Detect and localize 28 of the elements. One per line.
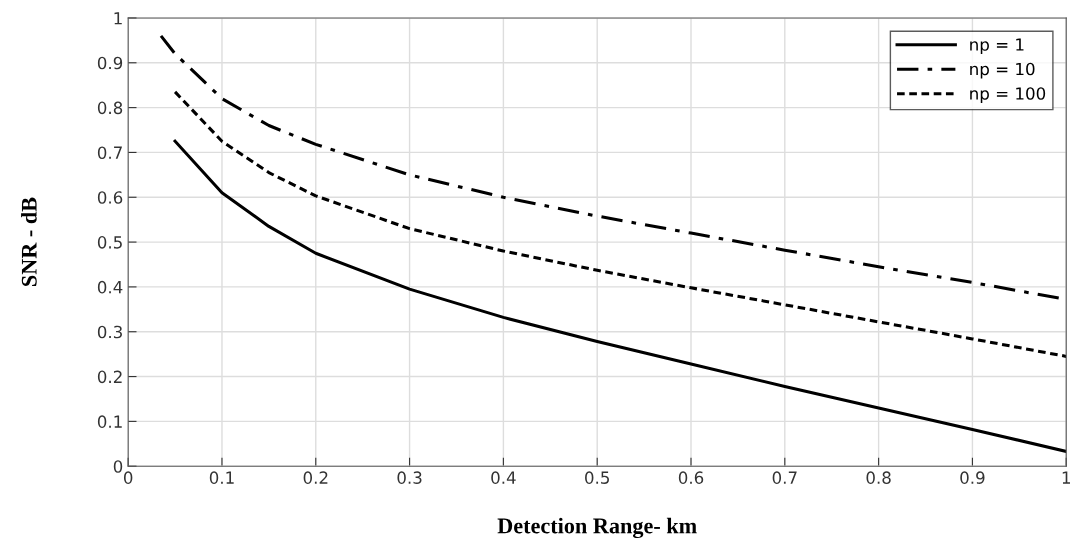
x-tick-label: 0.9 [960,471,985,484]
legend-label: np = 100 [970,87,1046,104]
y-tick-label: 0.7 [97,146,122,159]
y-tick-label: 0.1 [97,415,122,428]
y-tick-label: 0.9 [97,56,123,70]
y-axis-title: SNR - dB [21,197,37,286]
y-tick-label: 0.6 [97,191,123,204]
y-tick-label: 0 [113,460,123,473]
y-tick-label: 0.2 [97,370,122,384]
x-tick-label: 0.6 [678,471,704,484]
x-tick-label: 0 [123,471,133,484]
x-tick-label: 1 [1062,471,1070,484]
y-tick-label: 0.4 [97,280,123,294]
x-tick-label: 0.1 [209,471,234,484]
y-tick-label: 1 [114,12,122,25]
x-axis-title: Detection Range- km [497,517,697,539]
x-tick-label: 0.5 [585,471,609,484]
legend-label: np = 10 [970,62,1035,79]
y-tick-label: 0.5 [97,236,122,249]
x-tick-label: 0.4 [491,471,516,484]
legend-label: np = 1 [970,38,1024,55]
y-tick-label: 0.8 [97,101,123,115]
x-tick-label: 0.3 [397,471,422,484]
x-tick-label: 0.8 [866,471,891,484]
line-series [173,139,1067,453]
y-tick-label: 0.3 [97,325,122,339]
x-tick-label: 0.7 [772,471,797,484]
x-tick-label: 0.2 [303,471,328,484]
